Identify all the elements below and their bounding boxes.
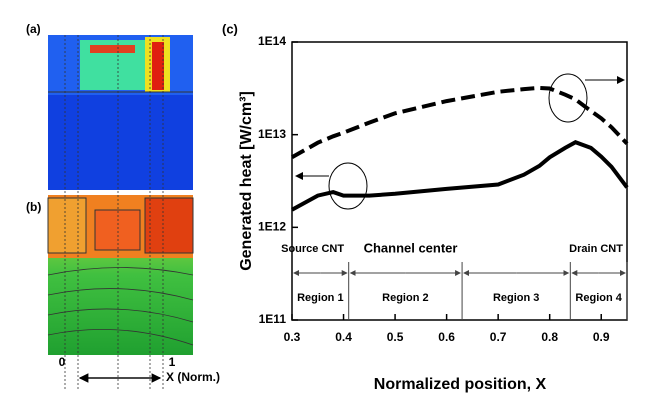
region-label: Region 3: [493, 292, 539, 304]
region-label: Region 4: [575, 292, 622, 304]
scale-start: 0: [59, 355, 66, 369]
region-label: Region 2: [382, 292, 428, 304]
y-tick-label: 1E12: [258, 220, 286, 234]
annotation: Channel center: [364, 240, 458, 255]
x-tick-label: 0.6: [438, 330, 455, 344]
scale-label: X (Norm.): [166, 370, 220, 384]
x-tick-label: 0.4: [335, 330, 352, 344]
y-tick-label: 1E14: [258, 34, 286, 48]
annotation: Source CNT: [281, 243, 344, 255]
data-line: [291, 140, 629, 212]
y-axis-label: Generated heat [W/cm³]: [238, 91, 255, 271]
plot-frame: [291, 41, 628, 321]
guide-lines: [64, 35, 164, 390]
circle-marker: [328, 162, 368, 210]
scale-end: 1: [169, 355, 176, 369]
data-line: [291, 85, 629, 160]
plot: 1E11 1E12 1E13 1E14 0.3 0.4 0.5 0.6 0.7 0.8 0.9 Sou…: [258, 34, 629, 344]
x-tick-label: 0.9: [593, 330, 610, 344]
panel-a: [48, 35, 193, 190]
x-tick-label: 0.3: [284, 330, 301, 344]
x-tick-label: 0.7: [490, 330, 507, 344]
x-tick-label: 0.5: [387, 330, 404, 344]
y-tick-label: 1E11: [259, 312, 287, 326]
y-tick-label: 1E13: [258, 127, 286, 141]
region-label: Region 1: [297, 292, 343, 304]
chart-title: (c): [222, 21, 238, 36]
panel-label: (b): [26, 200, 41, 214]
panel-label: (a): [26, 22, 41, 36]
panel-b: [47, 195, 194, 355]
x-axis-label: Normalized position, X: [374, 376, 547, 393]
circle-marker: [548, 73, 588, 123]
annotation: Drain CNT: [569, 243, 623, 255]
x-tick-label: 0.8: [541, 330, 558, 344]
